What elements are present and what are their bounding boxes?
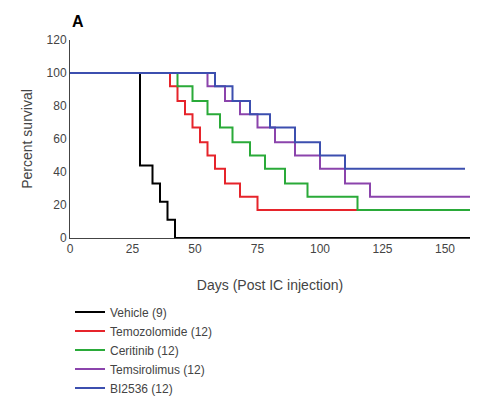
svg-text:150: 150 (435, 242, 455, 256)
svg-text:60: 60 (53, 132, 67, 146)
svg-text:A: A (72, 13, 84, 30)
svg-text:Days (Post IC injection): Days (Post IC injection) (197, 277, 343, 293)
svg-text:BI2536 (12): BI2536 (12) (110, 382, 173, 396)
svg-text:50: 50 (188, 242, 202, 256)
svg-text:Ceritinib (12): Ceritinib (12) (110, 344, 179, 358)
svg-text:Temozolomide (12): Temozolomide (12) (110, 325, 212, 339)
svg-text:0: 0 (60, 231, 67, 245)
svg-text:75: 75 (251, 242, 265, 256)
svg-text:Vehicle (9): Vehicle (9) (110, 306, 167, 320)
svg-text:20: 20 (53, 198, 67, 212)
svg-text:120: 120 (47, 33, 67, 47)
svg-text:80: 80 (53, 99, 67, 113)
svg-text:100: 100 (310, 242, 330, 256)
svg-text:0: 0 (67, 242, 74, 256)
svg-text:Percent survival: Percent survival (19, 89, 35, 189)
svg-text:Temsirolimus (12): Temsirolimus (12) (110, 363, 205, 377)
svg-text:25: 25 (126, 242, 140, 256)
svg-text:100: 100 (47, 66, 67, 80)
svg-text:40: 40 (53, 165, 67, 179)
svg-text:125: 125 (372, 242, 392, 256)
